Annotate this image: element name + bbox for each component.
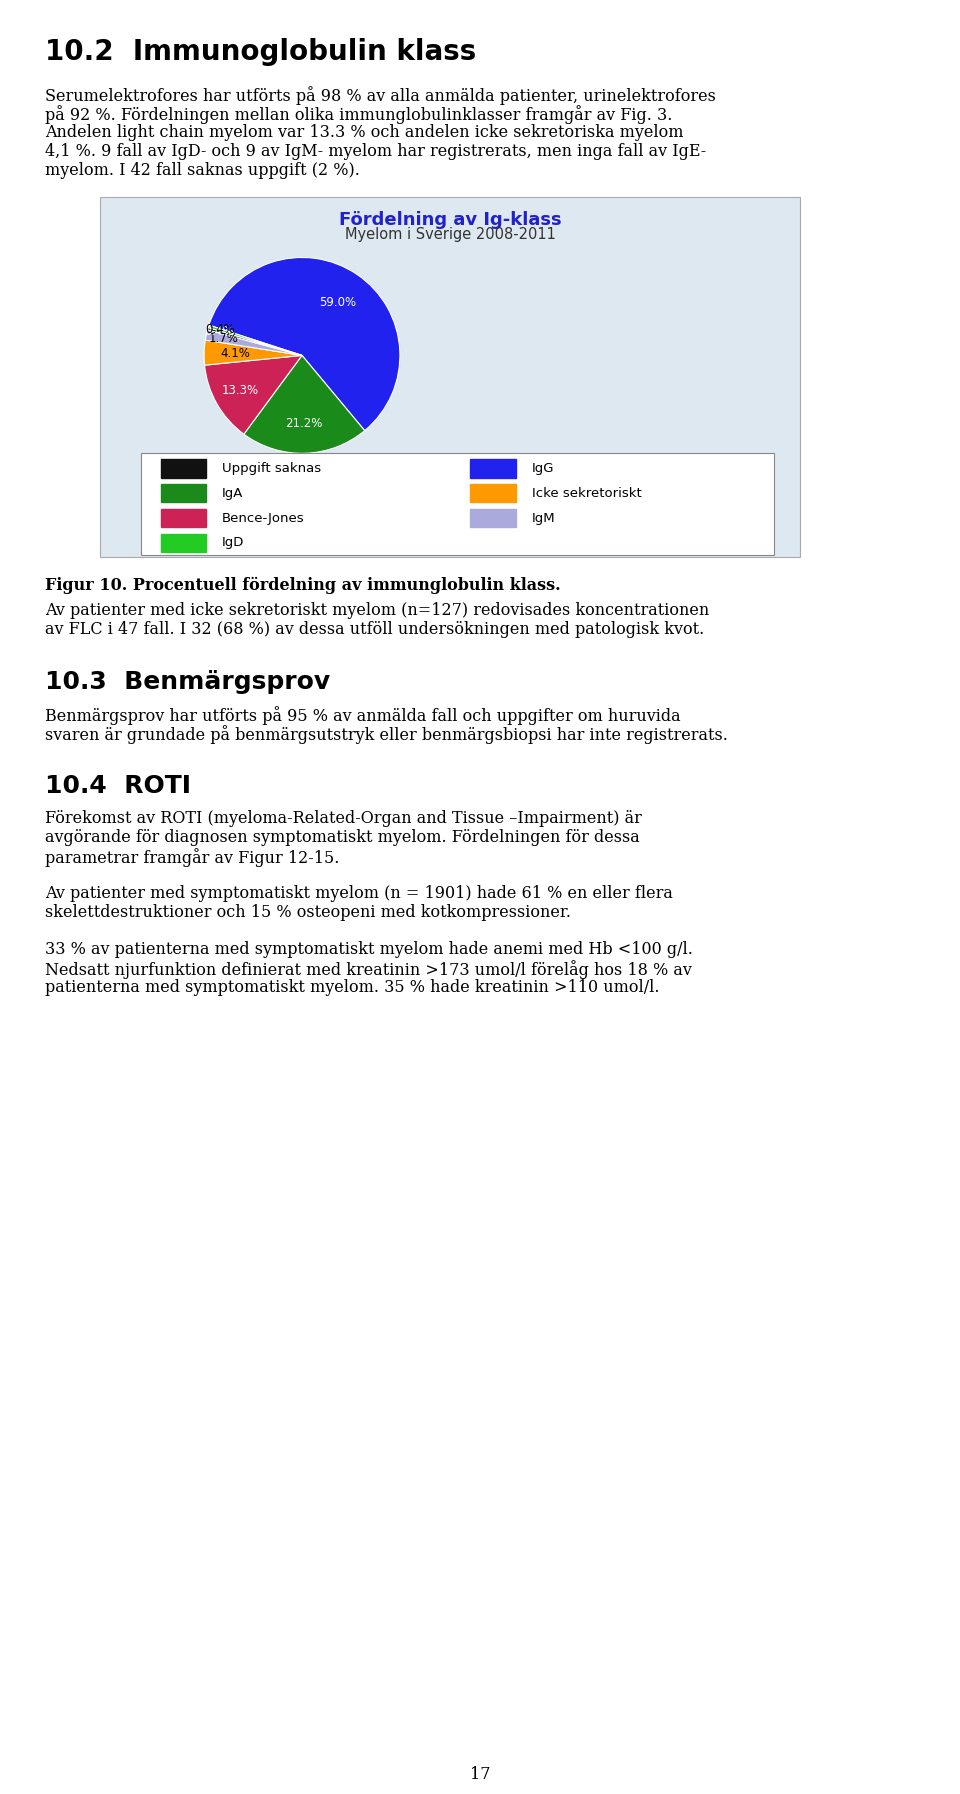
Text: 4.1%: 4.1% (221, 346, 251, 361)
Text: Förekomst av ROTI (myeloma-Related-Organ and Tissue –Impairment) är: Förekomst av ROTI (myeloma-Related-Organ… (45, 811, 642, 827)
Text: Bence-Jones: Bence-Jones (222, 511, 304, 524)
Text: 10.3  Benmärgsprov: 10.3 Benmärgsprov (45, 669, 330, 694)
Text: IgD: IgD (222, 536, 245, 549)
Bar (470, 509, 516, 527)
Bar (161, 484, 206, 502)
Text: 59.0%: 59.0% (319, 296, 356, 309)
Text: Icke sekretoriskt: Icke sekretoriskt (532, 486, 641, 501)
Text: Fördelning av Ig-klass: Fördelning av Ig-klass (339, 212, 562, 230)
Bar (161, 459, 206, 477)
Text: Figur 10. Procentuell fördelning av immunglobulin klass.: Figur 10. Procentuell fördelning av immu… (45, 578, 561, 594)
Text: 33 % av patienterna med symptomatiskt myelom hade anemi med Hb <100 g/l.: 33 % av patienterna med symptomatiskt my… (45, 942, 693, 958)
Text: Serumelektrofores har utförts på 98 % av alla anmälda patienter, urinelektrofore: Serumelektrofores har utförts på 98 % av… (45, 86, 716, 104)
Text: skelettdestruktioner och 15 % osteopeni med kotkompressioner.: skelettdestruktioner och 15 % osteopeni … (45, 904, 571, 920)
Text: 10.2  Immunoglobulin klass: 10.2 Immunoglobulin klass (45, 38, 476, 66)
Text: Av patienter med icke sekretoriskt myelom (n=127) redovisades koncentrationen: Av patienter med icke sekretoriskt myelo… (45, 603, 709, 619)
Text: myelom. I 42 fall saknas uppgift (2 %).: myelom. I 42 fall saknas uppgift (2 %). (45, 161, 360, 179)
Wedge shape (244, 355, 365, 454)
Bar (100, 197, 800, 556)
Bar (470, 484, 516, 502)
Text: IgM: IgM (532, 511, 555, 524)
Bar (161, 535, 206, 553)
Text: av FLC i 47 fall. I 32 (68 %) av dessa utföll undersökningen med patologisk kvot: av FLC i 47 fall. I 32 (68 %) av dessa u… (45, 621, 705, 639)
Wedge shape (207, 328, 302, 355)
Text: IgG: IgG (532, 461, 554, 475)
Bar (470, 459, 516, 477)
Text: 1.7%: 1.7% (208, 332, 238, 344)
Text: 0.4%: 0.4% (204, 323, 234, 335)
Text: 17: 17 (469, 1765, 491, 1783)
Text: Av patienter med symptomatiskt myelom (n = 1901) hade 61 % en eller flera: Av patienter med symptomatiskt myelom (n… (45, 884, 673, 902)
Wedge shape (204, 355, 302, 434)
Text: 10.4  ROTI: 10.4 ROTI (45, 773, 191, 798)
Wedge shape (209, 258, 400, 431)
Wedge shape (208, 325, 302, 355)
Text: IgA: IgA (222, 486, 244, 501)
Text: Andelen light chain myelom var 13.3 % och andelen icke sekretoriska myelom: Andelen light chain myelom var 13.3 % oc… (45, 124, 684, 142)
Text: Benmärgsprov har utförts på 95 % av anmälda fall och uppgifter om huruvida: Benmärgsprov har utförts på 95 % av anmä… (45, 707, 681, 725)
Text: avgörande för diagnosen symptomatiskt myelom. Fördelningen för dessa: avgörande för diagnosen symptomatiskt my… (45, 829, 639, 847)
Wedge shape (204, 341, 302, 366)
Text: 21.2%: 21.2% (285, 418, 323, 431)
Text: 0.4%: 0.4% (204, 325, 234, 339)
Text: svaren är grundade på benmärgsutstryk eller benmärgsbiopsi har inte registrerats: svaren är grundade på benmärgsutstryk el… (45, 725, 728, 745)
Text: Uppgift saknas: Uppgift saknas (222, 461, 322, 475)
Text: patienterna med symptomatiskt myelom. 35 % hade kreatinin >110 umol/l.: patienterna med symptomatiskt myelom. 35… (45, 980, 660, 996)
Text: Myelom i Sverige 2008-2011: Myelom i Sverige 2008-2011 (345, 228, 556, 242)
Bar (161, 509, 206, 527)
Text: 4,1 %. 9 fall av IgD- och 9 av IgM- myelom har registrerats, men inga fall av Ig: 4,1 %. 9 fall av IgD- och 9 av IgM- myel… (45, 144, 707, 160)
Text: på 92 %. Fördelningen mellan olika immunglobulinklasser framgår av Fig. 3.: på 92 %. Fördelningen mellan olika immun… (45, 106, 672, 124)
Wedge shape (205, 330, 302, 355)
Text: Nedsatt njurfunktion definierat med kreatinin >173 umol/l förelåg hos 18 % av: Nedsatt njurfunktion definierat med krea… (45, 960, 692, 980)
Text: 13.3%: 13.3% (222, 384, 259, 396)
Text: parametrar framgår av Figur 12-15.: parametrar framgår av Figur 12-15. (45, 849, 340, 867)
